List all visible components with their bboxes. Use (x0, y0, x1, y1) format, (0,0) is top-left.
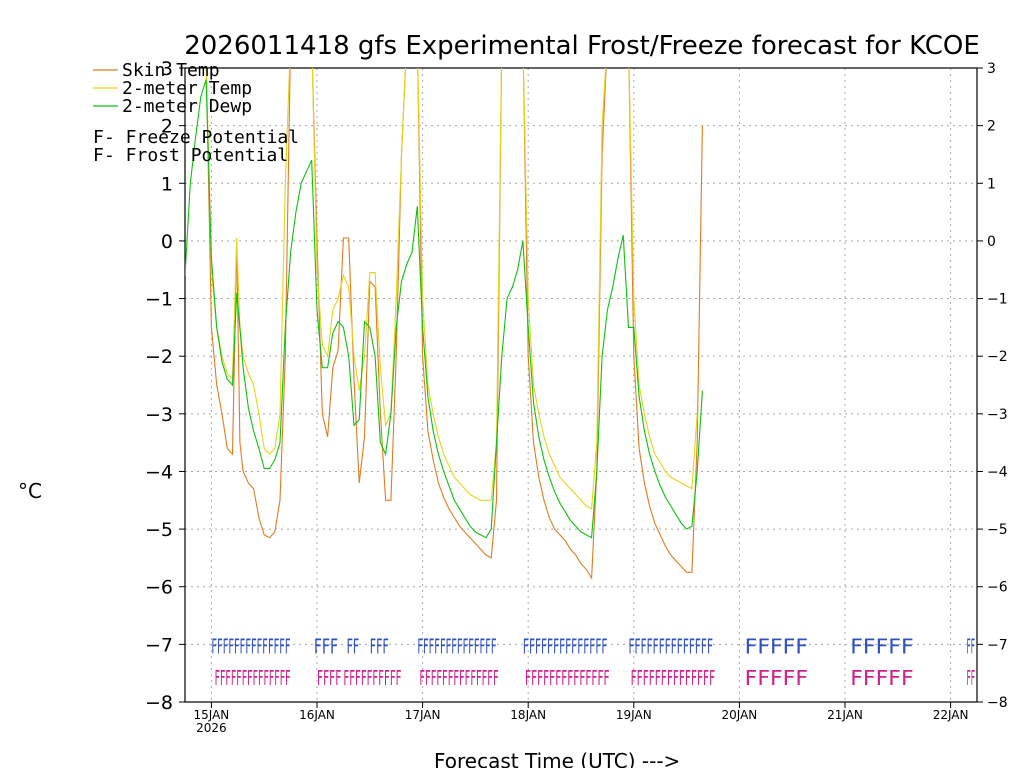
legend-potential-letter: F (93, 145, 104, 166)
y-tick-label-left: −5 (145, 519, 173, 541)
chart-title: 2026011418 gfs Experimental Frost/Freeze… (184, 31, 980, 61)
y-tick-label-left: −6 (145, 577, 173, 599)
potential-mark-frost-potential: FFF (370, 634, 389, 658)
y-tick-label-right: 2 (987, 119, 996, 135)
potential-marks: FFFFFFFFFFFFFF FFF FF FFF FFFFFFFFFFFFFF FFFF… (211, 634, 975, 690)
y-tick-label-left: 0 (161, 231, 173, 253)
y-tick-label-left: −4 (145, 461, 173, 483)
y-tick-label-right: −6 (987, 580, 1008, 596)
legend-label: 2-meter Dewp (122, 96, 252, 117)
y-axis-label: °C (18, 479, 42, 503)
y-tick-label-right: −7 (987, 637, 1008, 653)
potential-mark-frost-potential: FFFFF (850, 634, 913, 658)
y-tick-label-right: −2 (987, 349, 1008, 365)
potential-mark-freeze-potential: FFFFFFFFFF (343, 666, 401, 690)
y-tick-label-right: −5 (987, 522, 1008, 538)
potential-mark-frost-potential: FF (966, 634, 975, 658)
x-axis-label: Forecast Time (UTC) ---> (434, 749, 680, 768)
potential-mark-freeze-potential: FFFFFFFFFFFFFF (215, 666, 291, 690)
series-line-skin-temp (205, 68, 703, 580)
potential-mark-freeze-potential: FF (966, 666, 975, 690)
legend-potential-label: - Freeze Potential (104, 127, 299, 148)
axes: 3 3 2 2 1 1 0 0 −1 −1 −2 −2 −3 −3 −4 −4 −5 −5 −6 −6 −7 −7 −8 −8… (145, 58, 1008, 735)
potential-mark-frost-potential: FFFFFFFFFFFFFF (417, 634, 496, 658)
y-tick-label-left: 1 (161, 173, 173, 195)
potential-mark-freeze-potential: FFFFFFFFFFFFFF (525, 666, 609, 690)
y-tick-label-right: −4 (987, 464, 1008, 480)
y-tick-label-right: −1 (987, 292, 1008, 308)
y-tick-label-right: 1 (987, 176, 996, 192)
y-tick-label-right: −8 (987, 695, 1008, 711)
x-tick-sublabel: 2026 (196, 721, 227, 735)
potential-mark-frost-potential: FF (347, 634, 360, 658)
potential-mark-frost-potential: FFFFFFFFFFFFFF (629, 634, 713, 658)
y-tick-label-right: 0 (987, 234, 996, 250)
legend-potential-label: - Frost Potential (104, 145, 288, 166)
x-tick-label: 19JAN (616, 708, 652, 722)
potential-mark-freeze-potential: FFFFFFFFFFFFFF (631, 666, 715, 690)
y-tick-label-right: 3 (987, 61, 996, 77)
x-tick-label: 21JAN (827, 708, 863, 722)
potential-mark-freeze-potential: FFFFFFFFFFFFFF (419, 666, 498, 690)
x-tick-label: 22JAN (933, 708, 969, 722)
potential-mark-frost-potential: FFFFF (745, 634, 808, 658)
plot-frame (184, 67, 978, 703)
y-tick-label-left: 2 (161, 116, 173, 138)
series-line-2-meter-temp (205, 68, 698, 510)
series-group (185, 68, 703, 580)
y-tick-label-right: −3 (987, 407, 1008, 423)
y-tick-label-left: 3 (161, 58, 173, 80)
y-tick-label-left: −1 (145, 289, 173, 311)
y-tick-label-left: −7 (145, 634, 173, 656)
potential-mark-freeze-potential: FFFF (317, 666, 341, 690)
y-tick-label-left: −2 (145, 346, 173, 368)
potential-mark-freeze-potential: FFFFF (850, 666, 913, 690)
legend-potential-letter: F (93, 127, 104, 148)
x-tick-label: 15JAN (194, 708, 230, 722)
x-tick-label: 16JAN (299, 708, 335, 722)
potential-mark-freeze-potential: FFFFF (745, 666, 808, 690)
potential-mark-frost-potential: FFFFFFFFFFFFFF (211, 634, 290, 658)
legend-label: 2-meter Temp (122, 78, 252, 99)
series-line-2-meter-dewp (185, 79, 703, 539)
potential-mark-frost-potential: FFF (314, 634, 338, 658)
x-tick-label: 17JAN (405, 708, 441, 722)
x-tick-label: 20JAN (722, 708, 758, 722)
grid (185, 68, 977, 702)
y-tick-label-left: −3 (145, 404, 173, 426)
x-tick-label: 18JAN (510, 708, 546, 722)
legend-label: Skin Temp (122, 60, 220, 81)
potential-mark-frost-potential: FFFFFFFFFFFFFF (523, 634, 607, 658)
y-tick-label-left: −8 (145, 692, 173, 714)
